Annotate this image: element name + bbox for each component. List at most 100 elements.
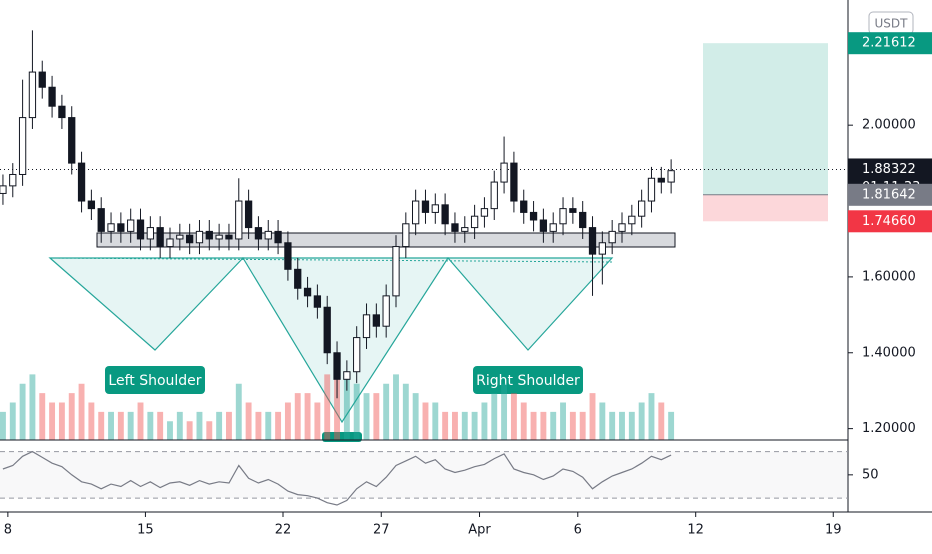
candle-body (667, 170, 675, 183)
profit-zone (703, 43, 828, 195)
candle-body (441, 204, 449, 225)
candle-body (461, 227, 469, 232)
marks (0, 30, 848, 440)
volume-bar (275, 411, 282, 440)
candle-body (470, 215, 479, 229)
candle-body (18, 117, 27, 175)
rsi-band (0, 451, 848, 499)
volume-bar (452, 411, 458, 440)
volume-bar (589, 393, 596, 440)
candle-body (647, 177, 656, 202)
y-tick-label: 1.40000 (862, 345, 916, 360)
loss-zone (703, 194, 828, 222)
volume-bar (638, 402, 645, 440)
volume-bar (599, 402, 606, 440)
candle-body (77, 162, 86, 202)
candle-body (136, 219, 145, 240)
volume-bar (579, 411, 586, 440)
volume-bar (19, 383, 26, 440)
volume-bar (0, 411, 6, 440)
volume-bar (39, 393, 46, 440)
candle-body (638, 200, 646, 217)
volume-bar (206, 421, 213, 440)
candle-body (539, 219, 548, 232)
price-label: 1.74660 (862, 214, 916, 229)
volume-bar (324, 374, 331, 440)
price-label: 1.81642 (862, 187, 916, 202)
candle-body (451, 223, 459, 232)
candle-body (58, 105, 66, 119)
candle-body (0, 185, 7, 194)
candle-body (9, 173, 17, 187)
candle-body (146, 227, 154, 240)
candle-body (274, 230, 282, 244)
candle-body (284, 242, 292, 270)
candle-body (264, 230, 272, 240)
candle-body (490, 181, 498, 210)
volume-bar (304, 393, 311, 440)
x-tick-label: 8 (4, 523, 12, 538)
candle-body (117, 223, 125, 232)
volume-bar (353, 383, 360, 440)
volume-bar (569, 411, 576, 440)
volume-bar (540, 411, 547, 440)
volume-bar (658, 402, 665, 440)
volume-bar (471, 411, 478, 440)
volume-bar (265, 411, 272, 440)
candle-body (28, 71, 37, 119)
candle-body (303, 287, 312, 297)
candle-body (107, 223, 115, 232)
volume-bar (176, 411, 183, 440)
volume-bar (393, 374, 399, 440)
volume-bar (68, 393, 75, 440)
candle-body (87, 200, 96, 210)
price-label-box (848, 210, 932, 233)
volume-bar (383, 383, 390, 440)
candle-body (48, 86, 56, 107)
volume-bar (29, 374, 36, 440)
volume-bar (560, 402, 566, 440)
candle-body (588, 227, 597, 255)
candle-body (559, 208, 567, 225)
candle-body (529, 211, 538, 221)
volume-bar (294, 393, 301, 440)
candle-body (618, 223, 626, 232)
candle-body (323, 306, 331, 354)
candle-body (156, 227, 164, 248)
volume-bar (442, 411, 449, 440)
candle-body (382, 295, 390, 327)
candle-body (421, 200, 430, 213)
candle-body (480, 208, 489, 217)
price-label-box (848, 32, 932, 55)
volume-bar (550, 411, 557, 440)
candle-body (343, 371, 351, 380)
candle-body (412, 200, 420, 225)
x-tick-label: Apr (468, 523, 491, 538)
volume-bar (314, 402, 321, 440)
volume-bar (461, 411, 468, 440)
x-tick-label: 19 (825, 523, 842, 538)
volume-bar (167, 421, 173, 440)
candle-body (431, 204, 439, 213)
volume-bar (226, 411, 232, 440)
candle-body (294, 268, 302, 289)
volume-bar (491, 393, 498, 440)
volume-bar (412, 393, 419, 440)
volume-bar (501, 383, 508, 440)
y-tick-label: 1.60000 (862, 269, 916, 284)
candle-body (195, 230, 204, 244)
candle-body (402, 223, 410, 248)
volume-bar (668, 411, 675, 440)
volume-bar (216, 411, 223, 440)
price-label: 2.21612 (862, 36, 916, 51)
candle-body (166, 238, 174, 248)
candle-body (392, 246, 400, 297)
volume-bar (619, 411, 625, 440)
candle-body (657, 177, 665, 183)
price-label: 1.88322 (862, 162, 916, 177)
rsi-line (2, 450, 672, 506)
candle-body (127, 219, 135, 232)
volume-bar (108, 411, 114, 440)
volume-bar (49, 402, 56, 440)
